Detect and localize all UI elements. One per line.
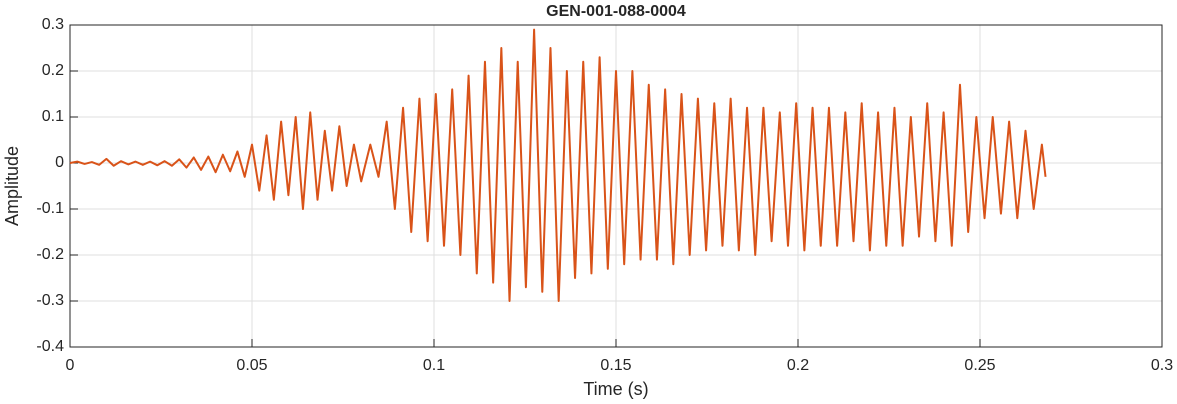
chart-title: GEN-001-088-0004 <box>546 3 686 20</box>
x-tick-label: 0.2 <box>787 357 809 374</box>
x-tick-label: 0.25 <box>964 357 995 374</box>
x-tick-label: 0.15 <box>600 357 631 374</box>
x-axis-label: Time (s) <box>583 379 648 399</box>
x-tick-label: 0 <box>66 357 75 374</box>
y-tick-label: -0.1 <box>36 200 64 217</box>
y-tick-label: 0 <box>55 154 64 171</box>
waveform <box>69 28 1047 302</box>
y-axis-label: Amplitude <box>2 146 22 226</box>
x-tick-label: 0.1 <box>423 357 445 374</box>
y-tick-label: -0.2 <box>36 246 64 263</box>
y-tick-label: 0.3 <box>42 16 64 33</box>
x-tick-label: 0.05 <box>236 357 267 374</box>
y-tick-label: 0.2 <box>42 62 64 79</box>
y-tick-label: -0.4 <box>36 338 64 355</box>
y-tick-label: 0.1 <box>42 108 64 125</box>
x-tick-label: 0.3 <box>1151 357 1173 374</box>
plot-frame <box>69 24 1163 348</box>
y-tick-label: -0.3 <box>36 292 64 309</box>
